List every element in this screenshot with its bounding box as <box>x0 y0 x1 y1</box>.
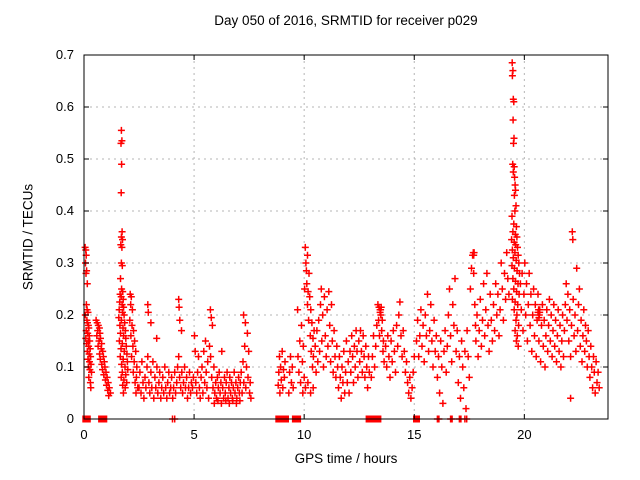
grid-lines <box>84 55 608 419</box>
y-tick-label: 0.6 <box>55 99 74 114</box>
x-tick-label: 0 <box>80 427 88 442</box>
chart-title: Day 050 of 2016, SRMTID for receiver p02… <box>214 13 478 28</box>
x-tick-label: 10 <box>296 427 312 442</box>
y-tick-label: 0.4 <box>55 203 74 218</box>
axes-and-ticks <box>83 54 609 420</box>
y-tick-label: 0.2 <box>55 307 74 322</box>
x-tick-label: 5 <box>190 427 198 442</box>
x-tick-label: 15 <box>407 427 422 442</box>
y-tick-label: 0 <box>66 411 74 426</box>
y-tick-label: 0.3 <box>55 255 74 270</box>
y-tick-label: 0.7 <box>55 47 74 62</box>
y-tick-label: 0.1 <box>55 359 74 374</box>
x-axis-label: GPS time / hours <box>294 451 398 466</box>
x-tick-label: 20 <box>517 427 532 442</box>
y-tick-label: 0.5 <box>55 151 74 166</box>
